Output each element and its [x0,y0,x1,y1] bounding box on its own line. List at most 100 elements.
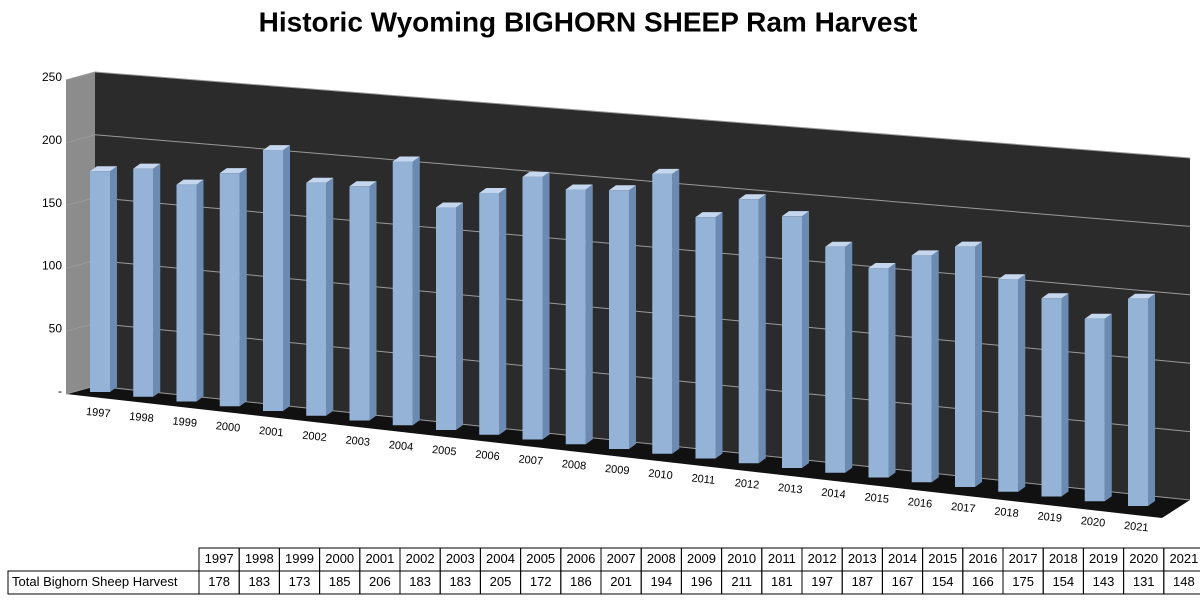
bar-side [542,171,550,440]
bar-top [911,250,939,256]
table-value: 197 [811,574,833,589]
table-value: 185 [329,574,351,589]
bar-front [825,246,846,473]
bar-top [652,168,680,174]
chart-title: Historic Wyoming BIGHORN SHEEP Ram Harve… [259,6,918,37]
bar-side [845,241,853,473]
bar-front [219,173,240,407]
table-value: 206 [369,574,391,589]
table-value: 183 [409,574,431,589]
bar-side [629,185,636,449]
bar-side [153,163,161,397]
bar-front [565,189,586,445]
table-value: 178 [208,574,230,589]
bar [609,185,636,449]
bar [911,250,939,483]
bar [219,168,247,407]
table-value: 143 [1093,574,1115,589]
table-value: 167 [892,574,914,589]
table-header: 2013 [848,551,877,566]
table-value: 187 [851,574,873,589]
table-header: 2015 [928,551,957,566]
bar-front [176,184,197,402]
bar-front [955,246,975,487]
x-tick-label: 2014 [821,487,847,501]
table-value: 196 [691,574,713,589]
table-header: 1999 [285,551,314,566]
table-value: 183 [449,574,471,589]
bar [349,181,377,421]
bar-top [479,187,507,193]
side-wall [66,72,95,394]
table-header: 2014 [888,551,917,566]
bar-top [1041,293,1069,299]
bar-side [758,194,766,464]
bar [392,156,420,426]
table-value: 173 [289,574,311,589]
table-header: 2010 [727,551,756,566]
table-header: 2008 [647,551,676,566]
floor [66,386,1190,518]
bar [263,145,290,412]
grid-line [94,71,1191,159]
table-cell [1163,570,1200,595]
bar-side [239,168,247,407]
table-value: 154 [1052,574,1074,589]
table-value: 148 [1173,574,1195,589]
bar [652,168,680,454]
bar [1041,293,1069,497]
table-value: 172 [530,574,552,589]
bar-top [392,156,420,162]
bar [1128,293,1155,506]
x-tick-label: 2008 [561,458,587,472]
x-tick-label: 2007 [518,453,544,467]
bar-top [219,168,247,174]
table-value: 186 [570,574,592,589]
bar-side [931,250,939,483]
bar-front [738,199,759,464]
table-header: 2021 [1169,551,1198,566]
bar-side [456,202,463,430]
x-tick-label: 2000 [215,420,241,434]
x-tick-label: 1997 [85,406,111,420]
bar-top [90,166,117,172]
table-value: 211 [731,574,752,589]
bar [955,241,982,487]
bar-front [1084,318,1105,502]
bar-front [479,192,500,435]
x-tick-label: 2019 [1037,510,1063,524]
bar [565,184,593,445]
bar-top [306,177,334,183]
x-tick-label: 2004 [388,439,414,453]
table-value: 205 [490,574,512,589]
table-header: 2017 [1009,551,1038,566]
table-row-label: Total Bighorn Sheep Harvest [12,574,178,589]
bar-front [1041,298,1062,497]
bar-front [695,217,716,459]
bar-side [802,211,809,468]
x-tick-label: 2002 [302,430,328,444]
table-header: 2007 [607,551,636,566]
bar [782,211,809,468]
bar [825,241,853,473]
bar-side [326,177,334,416]
bar [998,274,1026,492]
bar-front [306,182,327,416]
table-header: 2019 [1089,551,1118,566]
bar-top [522,171,550,177]
bar-side [975,241,982,487]
y-tick-label: 150 [42,196,62,210]
bar-side [888,263,896,478]
table-value: 131 [1133,574,1155,589]
bar-side [672,168,680,454]
bar-front [349,186,370,421]
bar-side [1104,313,1112,502]
bar-top [349,181,377,187]
table-header: 2005 [526,551,555,566]
bar [133,163,161,397]
bar-top [176,179,204,185]
bar-front [609,190,629,449]
bar-top [695,212,723,218]
bar [436,202,463,430]
bar-top [825,241,853,247]
